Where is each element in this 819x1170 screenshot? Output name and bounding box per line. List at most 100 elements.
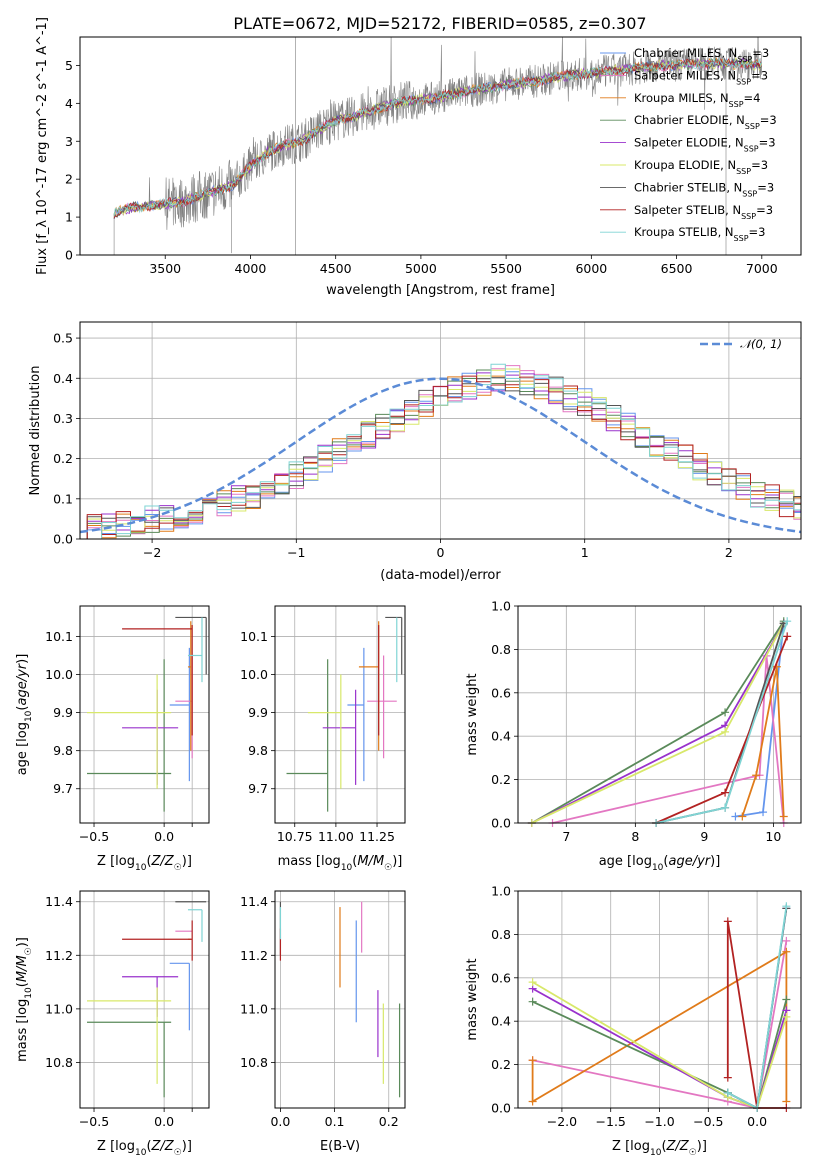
Z-weight-panel: −2.0 −1.5 −1.0 −0.5 0.0 0.0 0.2 0.4 0.6 0.8 1.0 Z [… xyxy=(465,884,802,1158)
x-axis-label: Z [log10(Z/Z☉)] xyxy=(97,854,192,873)
histogram-area xyxy=(80,363,801,539)
x-tick-label: 0.1 xyxy=(325,1114,345,1129)
x-tick-label: 7 xyxy=(562,829,570,844)
legend-entry: Chabrier ELODIE, NSSP=3 xyxy=(634,113,777,131)
y-tick-label: 0.2 xyxy=(491,772,511,787)
weight-line xyxy=(531,950,788,1104)
y-axis-label: mass [log10(M/M☉)] xyxy=(15,937,34,1062)
Z-mass-axes xyxy=(79,890,210,1109)
weight-marker xyxy=(782,995,791,1004)
x-tick-label: 0.0 xyxy=(270,1114,290,1129)
x-tick-label: 0.0 xyxy=(154,1114,174,1129)
weight-marker xyxy=(783,617,792,626)
y-tick-label: 0.4 xyxy=(491,729,511,744)
x-axis-label: wavelength [Angstrom, rest frame] xyxy=(326,283,555,298)
x-tick-label: −0.5 xyxy=(693,1114,723,1129)
weight-marker xyxy=(721,803,730,812)
y-tick-label: 0.4 xyxy=(53,371,73,386)
weight-marker xyxy=(752,771,761,780)
y-tick-label: 10.0 xyxy=(45,667,73,682)
y-tick-label: 0.0 xyxy=(53,532,73,547)
age-weight-axes xyxy=(517,605,802,824)
x-axis-label: age [log10(age/yr)] xyxy=(599,854,721,873)
residuals-gridlines xyxy=(80,322,801,540)
legend-entry: Salpeter ELODIE, NSSP=3 xyxy=(634,136,776,154)
y-tick-label: 5 xyxy=(65,58,73,73)
x-tick-label: −1.5 xyxy=(596,1114,626,1129)
x-tick-label: 5000 xyxy=(405,261,437,276)
x-tick-label: 3500 xyxy=(149,261,181,276)
y-axis-label: Flux [f_λ 10^-17 erg cm^-2 s^-1 A^-1] xyxy=(35,17,50,275)
weight-marker xyxy=(723,917,732,926)
y-axis-label: mass weight xyxy=(465,673,480,755)
figure-title: PLATE=0672, MJD=52172, FIBERID=0585, z=0… xyxy=(233,14,646,33)
weight-marker xyxy=(528,1097,537,1106)
weight-line xyxy=(531,622,785,824)
ebv-mass-panel: 0.0 0.1 0.2 10.8 11.0 11.2 11.4 E(B-V) xyxy=(240,890,406,1154)
x-axis-label: mass [log10(M/M☉)] xyxy=(278,854,403,873)
age-weight-panel: 7 8 9 10 0.0 0.2 0.4 0.6 0.8 1.0 age [log10(age/yr… xyxy=(465,599,802,873)
x-axis-label: E(B-V) xyxy=(320,1139,360,1154)
residual-histogram xyxy=(80,375,801,539)
y-tick-label: 11.4 xyxy=(45,894,73,909)
y-tick-label: 9.9 xyxy=(248,705,268,720)
x-tick-label: 0.2 xyxy=(379,1114,399,1129)
x-tick-label: 2 xyxy=(725,545,733,560)
mass-age-panel: 10.75 11.00 11.25 9.7 9.8 9.9 10.0 10.1 mass [lo… xyxy=(240,605,406,873)
weight-marker xyxy=(782,947,791,956)
mass-age-axes xyxy=(274,605,406,824)
weight-marker xyxy=(721,708,730,717)
legend-entry: Salpeter STELIB, NSSP=3 xyxy=(634,203,773,221)
weight-marker xyxy=(721,727,730,736)
x-axis-label: Z [log10(Z/Z☉)] xyxy=(97,1139,192,1158)
y-tick-label: 11.0 xyxy=(45,1001,73,1016)
y-tick-label: 0.0 xyxy=(491,816,511,831)
y-tick-label: 1 xyxy=(65,210,73,225)
y-tick-label: 10.0 xyxy=(240,667,268,682)
legend-entry: Chabrier STELIB, NSSP=3 xyxy=(634,180,774,198)
x-tick-label: −2.0 xyxy=(547,1114,577,1129)
x-tick-label: −1.0 xyxy=(644,1114,674,1129)
y-tick-label: 4 xyxy=(65,96,73,111)
x-tick-label: −0.5 xyxy=(79,829,109,844)
y-tick-label: 10.8 xyxy=(240,1055,268,1070)
weight-marker xyxy=(723,1088,732,1097)
Z-weight-axes xyxy=(517,890,802,1109)
x-tick-label: 6500 xyxy=(661,261,693,276)
x-tick-label: 4500 xyxy=(320,261,352,276)
y-tick-label: 9.9 xyxy=(53,705,73,720)
x-axis-label: (data-model)/error xyxy=(380,568,501,583)
weight-line xyxy=(531,622,785,824)
weight-line xyxy=(532,981,788,1110)
weight-marker xyxy=(782,902,791,911)
residual-histogram xyxy=(80,376,801,539)
y-tick-label: 0.1 xyxy=(53,491,73,506)
legend-entry: Salpeter MILES, NSSP=3 xyxy=(634,68,768,86)
gaussian-curve xyxy=(80,377,801,534)
y-tick-label: 1.0 xyxy=(491,599,511,614)
residuals-panel: −2 −1 0 1 2 0.0 0.1 0.2 0.3 0.4 0.5 𝒩(0, 1) (data-mo… xyxy=(28,321,802,583)
y-tick-label: 11.2 xyxy=(45,948,73,963)
y-tick-label: 9.8 xyxy=(53,743,73,758)
legend-entry: Kroupa ELODIE, NSSP=3 xyxy=(634,158,768,176)
y-tick-label: 9.7 xyxy=(248,781,268,796)
weight-marker xyxy=(759,808,768,817)
x-tick-label: 6000 xyxy=(575,261,607,276)
weight-line xyxy=(531,620,785,824)
weight-marker xyxy=(782,1012,791,1021)
weight-marker xyxy=(528,997,537,1006)
x-tick-label: 11.00 xyxy=(318,829,354,844)
y-tick-label: 10.1 xyxy=(240,629,268,644)
x-tick-label: 0.0 xyxy=(747,1114,767,1129)
x-tick-label: 4000 xyxy=(235,261,267,276)
y-tick-label: 10.8 xyxy=(45,1055,73,1070)
x-tick-label: −2 xyxy=(143,545,161,560)
y-tick-label: 0.2 xyxy=(53,451,73,466)
weight-marker xyxy=(528,1056,537,1065)
mass-age-gridlines xyxy=(275,606,405,823)
y-tick-label: 10.1 xyxy=(45,629,73,644)
weight-marker xyxy=(782,936,791,945)
y-tick-label: 1.0 xyxy=(491,884,511,899)
Z-age-axes xyxy=(79,605,210,824)
